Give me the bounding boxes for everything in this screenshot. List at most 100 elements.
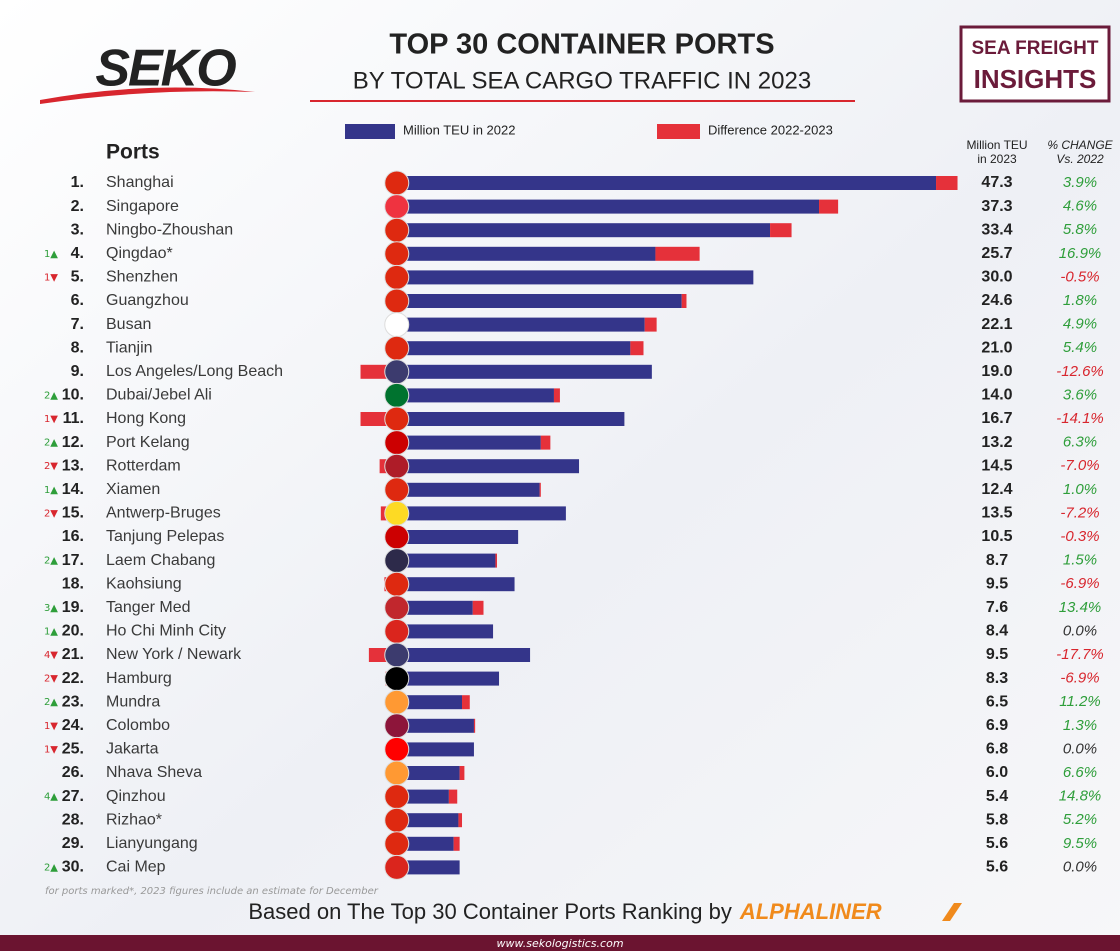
rank: 30. <box>62 859 84 876</box>
port-name: Rizhao* <box>106 811 162 828</box>
bar-difference <box>449 790 457 804</box>
bar-difference <box>630 341 643 355</box>
rank: 23. <box>62 693 84 710</box>
teu-2023: 8.3 <box>986 670 1008 687</box>
flag <box>385 218 409 242</box>
teu-2023: 5.6 <box>986 835 1008 852</box>
rank-change: 2▼ <box>44 508 58 519</box>
teu-2023: 14.5 <box>981 457 1012 474</box>
port-name: Xiamen <box>106 481 160 498</box>
bar-difference <box>462 695 470 709</box>
rank-change: 2▼ <box>44 674 58 685</box>
rank: 14. <box>62 481 84 498</box>
bar-difference <box>458 813 462 827</box>
pct-change: 5.4% <box>1063 339 1097 356</box>
rank: 7. <box>71 316 84 333</box>
bar-2022 <box>393 577 515 591</box>
teu-2023: 5.6 <box>986 859 1008 876</box>
flag <box>385 242 409 266</box>
bar-difference <box>770 223 791 237</box>
rank: 5. <box>71 269 84 286</box>
port-name: Laem Chabang <box>106 552 215 569</box>
pct-change: 4.6% <box>1063 198 1097 215</box>
page: {"chart_data": { "type": "bar", "brand":… <box>0 0 1120 951</box>
flag <box>385 643 409 667</box>
ports-header: Ports <box>106 141 160 164</box>
rank: 2. <box>71 198 84 215</box>
bar-difference <box>454 837 460 851</box>
teu-2023: 24.6 <box>981 292 1012 309</box>
flag <box>385 596 409 620</box>
port-name: Hong Kong <box>106 410 186 427</box>
rank: 29. <box>62 835 84 852</box>
bar-2022 <box>393 223 770 237</box>
column-header: Million TEU <box>966 138 1027 152</box>
flag <box>385 667 409 691</box>
rank: 16. <box>62 528 84 545</box>
bar-2022 <box>393 365 652 379</box>
flag <box>385 407 409 431</box>
flag <box>385 336 409 360</box>
column-header: in 2023 <box>977 152 1017 166</box>
bar-2022 <box>393 388 554 402</box>
port-name: Rotterdam <box>106 457 181 474</box>
teu-2023: 5.4 <box>986 788 1008 805</box>
rank-change: 1▼ <box>44 721 58 732</box>
rank-change: 3▲ <box>44 603 58 614</box>
bar-2022 <box>393 412 625 426</box>
flag <box>385 714 409 738</box>
flag <box>385 195 409 219</box>
legend-swatch <box>345 124 395 139</box>
teu-2023: 9.5 <box>986 646 1008 663</box>
rank-change: 1▼ <box>44 744 58 755</box>
pct-change: 13.4% <box>1059 599 1102 616</box>
port-name: Ningbo-Zhoushan <box>106 221 233 238</box>
bar-difference <box>495 554 497 568</box>
pct-change: 11.2% <box>1059 693 1100 710</box>
flag <box>385 690 409 714</box>
bar-2022 <box>393 247 656 261</box>
rank: 24. <box>62 717 84 734</box>
legend-label: Million TEU in 2022 <box>403 122 515 137</box>
bar-difference <box>554 388 560 402</box>
column-header: % CHANGE <box>1047 138 1113 152</box>
rank: 19. <box>62 599 84 616</box>
rank-change: 4▼ <box>44 650 58 661</box>
port-name: Tanjung Pelepas <box>106 528 224 545</box>
rank: 27. <box>62 788 84 805</box>
pct-change: -7.0% <box>1060 457 1099 474</box>
bar-difference <box>936 176 957 190</box>
source-text: Based on The Top 30 Container Ports Rank… <box>248 899 732 924</box>
rank-change: 1▲ <box>44 249 58 260</box>
port-name: Colombo <box>106 717 170 734</box>
flag <box>385 761 409 785</box>
teu-2023: 5.8 <box>986 811 1008 828</box>
port-name: Singapore <box>106 198 179 215</box>
teu-2023: 13.2 <box>981 434 1012 451</box>
teu-2023: 8.7 <box>986 552 1008 569</box>
teu-2023: 19.0 <box>981 363 1012 380</box>
pct-change: -0.3% <box>1060 528 1099 545</box>
pct-change: -7.2% <box>1060 504 1099 521</box>
footnote: for ports marked*, 2023 figures include … <box>45 886 379 897</box>
flag <box>385 549 409 573</box>
pct-change: 5.8% <box>1063 221 1097 238</box>
teu-2023: 6.9 <box>986 717 1008 734</box>
rank: 22. <box>62 670 84 687</box>
pct-change: 1.0% <box>1063 481 1097 498</box>
flag <box>385 572 409 596</box>
pct-change: 1.8% <box>1063 292 1097 309</box>
pct-change: 9.5% <box>1063 835 1097 852</box>
bar-difference <box>682 294 687 308</box>
pct-change: -17.7% <box>1056 646 1104 663</box>
port-name: Guangzhou <box>106 292 189 309</box>
badge-line: INSIGHTS <box>974 64 1097 94</box>
rank: 17. <box>62 552 84 569</box>
teu-2023: 6.0 <box>986 764 1008 781</box>
flag <box>385 431 409 455</box>
port-name: Tianjin <box>106 339 153 356</box>
port-name: Hamburg <box>106 670 172 687</box>
bar-difference <box>819 200 838 214</box>
bar-2022 <box>393 459 579 473</box>
footer-url: www.sekologistics.com <box>496 937 623 950</box>
